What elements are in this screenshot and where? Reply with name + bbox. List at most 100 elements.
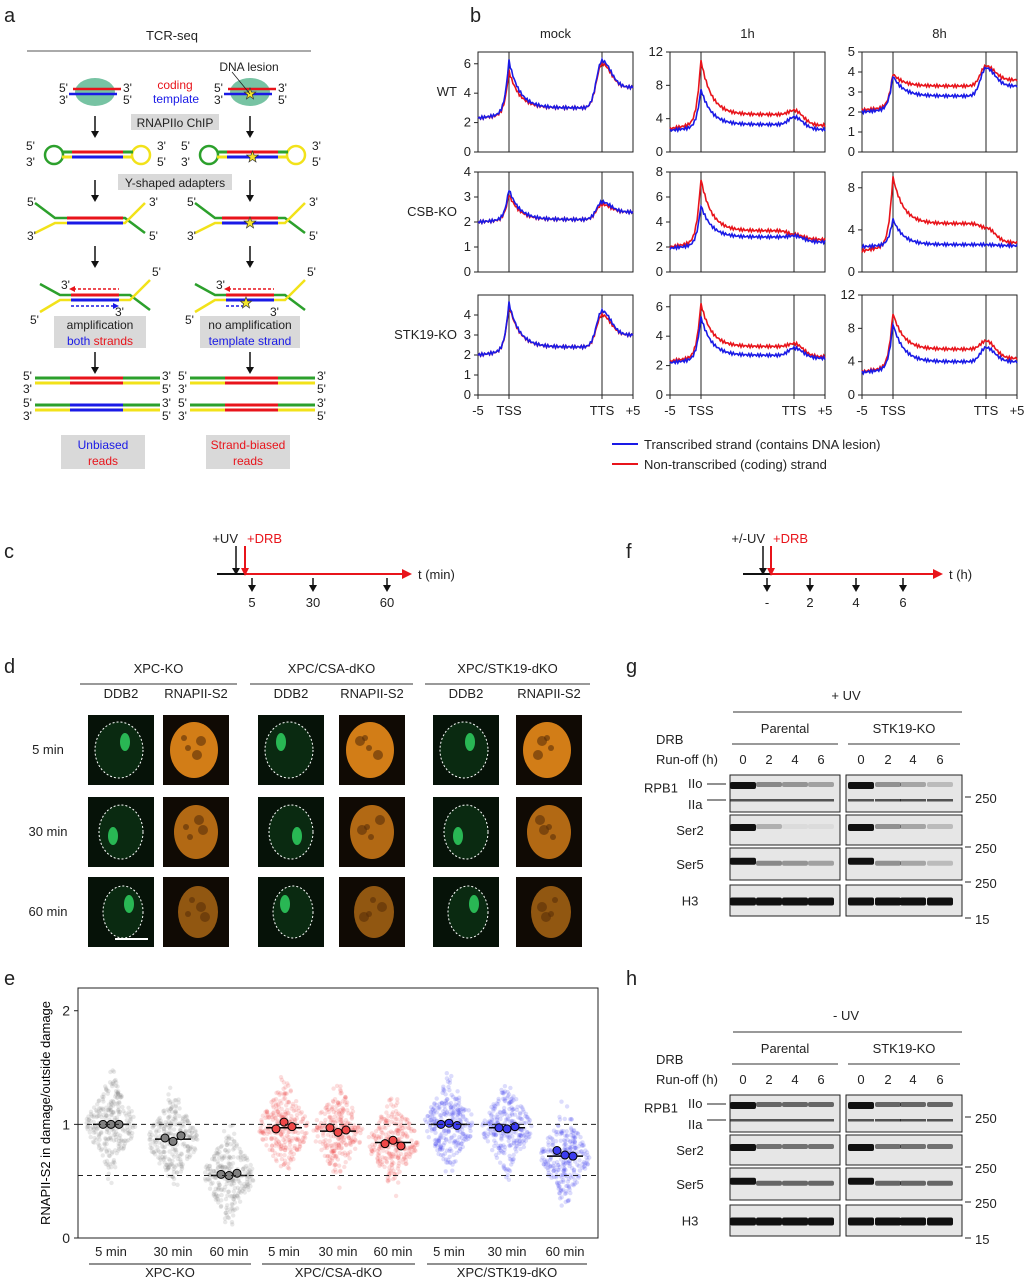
cell-datapoint <box>276 1152 281 1157</box>
cell-datapoint <box>502 1147 507 1153</box>
cell-datapoint <box>461 1107 467 1112</box>
nucleolus <box>183 824 189 830</box>
cell-datapoint <box>561 1162 566 1168</box>
cell-datapoint <box>168 1085 173 1091</box>
protein-band <box>756 1180 782 1186</box>
cell-datapoint <box>88 1109 94 1115</box>
cell-datapoint <box>391 1168 396 1174</box>
cell-datapoint <box>342 1096 347 1102</box>
cell-datapoint <box>128 1114 133 1120</box>
blot-panel-RPB1-Parental <box>729 1094 841 1133</box>
cell-datapoint <box>564 1104 570 1109</box>
cell-datapoint <box>580 1140 585 1145</box>
cell-datapoint <box>525 1135 531 1140</box>
cell-datapoint <box>281 1092 287 1098</box>
cell-datapoint <box>106 1130 112 1136</box>
cell-datapoint <box>164 1122 169 1128</box>
cell-datapoint <box>193 1129 198 1135</box>
timepoint-row-label: 30 min <box>28 824 67 839</box>
cell-datapoint <box>250 1177 255 1183</box>
cell-datapoint <box>147 1137 152 1142</box>
cell-datapoint <box>292 1144 297 1149</box>
cell-datapoint <box>576 1144 582 1149</box>
cell-datapoint <box>238 1190 244 1195</box>
cell-datapoint <box>167 1162 172 1167</box>
cell-datapoint <box>526 1120 532 1125</box>
cell-datapoint <box>258 1130 263 1135</box>
lane-label: 0 <box>739 752 746 767</box>
cell-datapoint <box>585 1153 590 1158</box>
cell-datapoint <box>375 1155 380 1161</box>
cell-datapoint <box>458 1107 463 1113</box>
cell-datapoint <box>338 1118 344 1123</box>
cell-datapoint <box>393 1117 398 1122</box>
non_transcribed-strand-line <box>861 176 1018 254</box>
cell-datapoint <box>343 1153 348 1158</box>
cell-datapoint <box>350 1109 356 1114</box>
cell-datapoint <box>524 1129 530 1135</box>
cell-datapoint <box>263 1115 268 1121</box>
nucleolus <box>185 745 191 751</box>
cell-datapoint <box>330 1106 335 1111</box>
cell-datapoint <box>343 1160 348 1165</box>
cell-datapoint <box>107 1106 112 1111</box>
cell-datapoint <box>228 1161 233 1167</box>
strand-biased-label: Strand-biased <box>211 438 286 452</box>
cell-datapoint <box>191 1137 196 1142</box>
cell-datapoint <box>184 1154 190 1159</box>
micrograph-2-1-0 <box>516 715 582 785</box>
cell-datapoint <box>337 1150 342 1156</box>
protein-band <box>730 824 756 831</box>
step-rnapiio-chip-box <box>131 114 219 130</box>
plot-frame <box>861 294 1018 396</box>
cell-datapoint <box>404 1120 410 1125</box>
cell-datapoint <box>217 1149 222 1155</box>
cell-datapoint <box>96 1113 101 1119</box>
cell-datapoint <box>428 1114 433 1119</box>
non_transcribed-strand-line <box>669 59 826 131</box>
cell-datapoint <box>436 1139 442 1144</box>
cell-datapoint <box>124 1138 129 1144</box>
cell-datapoint <box>115 1091 121 1097</box>
end-label: 5' <box>309 229 318 243</box>
cell-datapoint <box>348 1142 354 1148</box>
column-title: 8h <box>932 26 946 41</box>
blot-membrane <box>729 1094 841 1133</box>
cell-datapoint <box>441 1086 446 1092</box>
cell-datapoint <box>377 1158 383 1164</box>
cell-datapoint <box>189 1134 194 1139</box>
cell-datapoint <box>276 1139 281 1144</box>
cell-datapoint <box>104 1088 109 1093</box>
cell-datapoint <box>265 1109 270 1115</box>
cell-datapoint <box>172 1114 177 1119</box>
cell-datapoint <box>389 1096 394 1101</box>
cell-datapoint <box>401 1155 407 1160</box>
cell-datapoint <box>300 1129 305 1135</box>
cell-datapoint <box>185 1144 191 1149</box>
cell-datapoint <box>467 1125 472 1131</box>
cell-datapoint <box>468 1128 473 1134</box>
cell-datapoint <box>282 1109 287 1115</box>
local-damage-spot <box>108 827 118 845</box>
cell-datapoint <box>159 1124 164 1130</box>
cell-datapoint <box>171 1166 176 1172</box>
cell-datapoint <box>173 1146 178 1151</box>
cell-datapoint <box>509 1105 514 1110</box>
cell-datapoint <box>508 1085 513 1091</box>
protein-band <box>756 860 782 866</box>
cell-datapoint <box>281 1091 287 1096</box>
cell-datapoint <box>385 1179 391 1184</box>
profile-plot-CSB-KO-mock <box>474 171 634 273</box>
cell-datapoint <box>103 1161 109 1167</box>
cell-datapoint <box>499 1090 505 1096</box>
plot-frame <box>669 51 826 153</box>
cell-datapoint <box>386 1151 392 1157</box>
cell-datapoint <box>232 1178 237 1184</box>
cell-datapoint <box>559 1188 564 1194</box>
cell-datapoint <box>502 1084 508 1089</box>
cell-datapoint <box>395 1097 400 1102</box>
cell-datapoint <box>244 1155 250 1161</box>
cell-datapoint <box>171 1163 176 1168</box>
cell-datapoint <box>263 1136 269 1142</box>
transcribed-strand-line <box>669 203 826 251</box>
